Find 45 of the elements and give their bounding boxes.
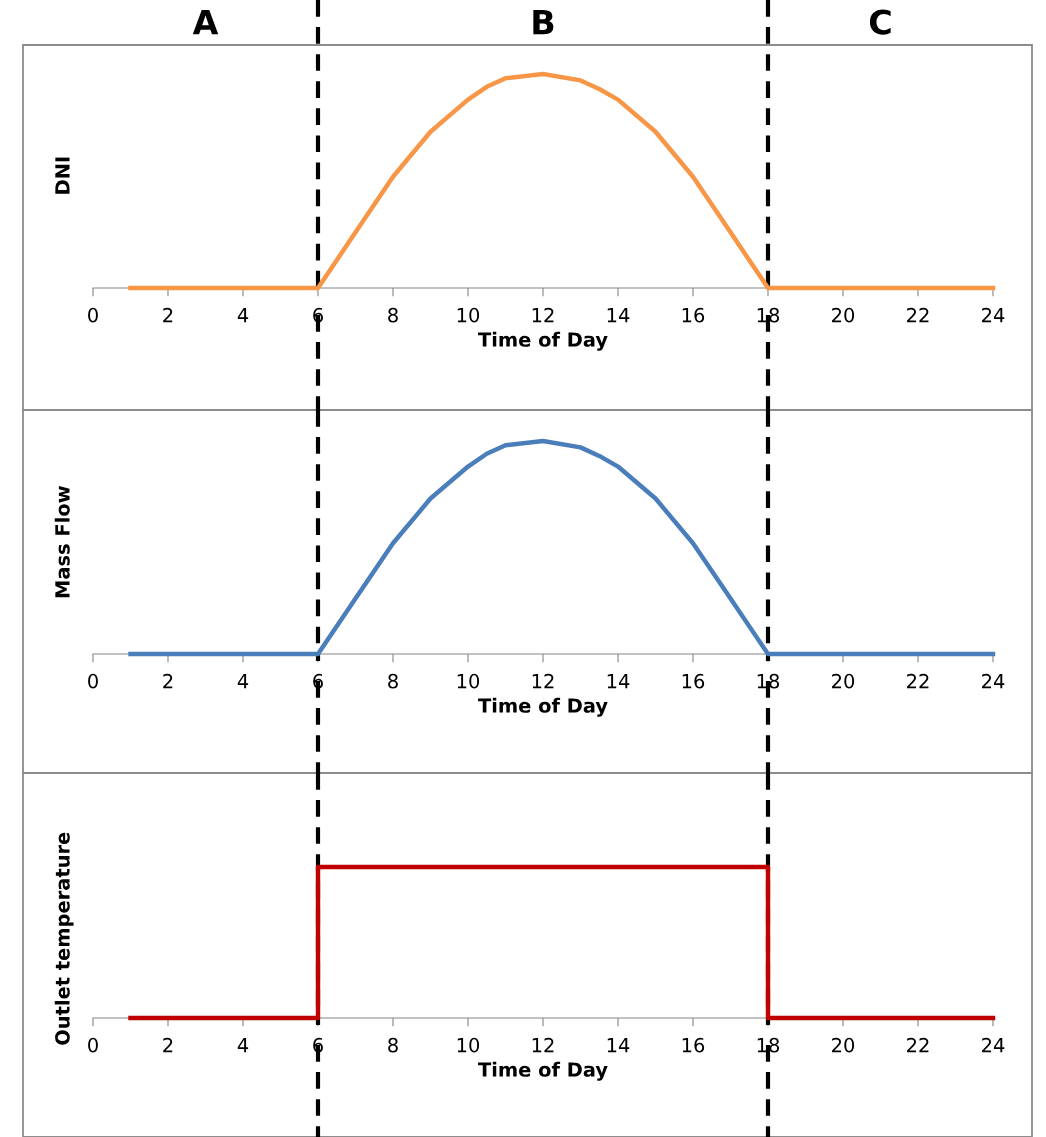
y-axis-title: DNI — [55, 157, 70, 194]
x-tick-label: 16 — [682, 1037, 705, 1053]
x-tick-label: 2 — [163, 673, 173, 689]
x-tick-label: 12 — [532, 307, 554, 323]
x-tick-label: 10 — [457, 307, 480, 323]
x-tick-label: 22 — [907, 1037, 929, 1053]
text: C — [869, 9, 891, 35]
x-tick-label: 0 — [88, 307, 98, 323]
x-tick-label: 2 — [163, 307, 173, 323]
x-tick-label: 14 — [607, 1038, 630, 1053]
x-tick-label: 4 — [237, 674, 249, 689]
x-tick-label: 10 — [457, 673, 480, 689]
x-tick-label: 4 — [237, 308, 249, 323]
x-tick-label: 24 — [982, 307, 1005, 323]
x-tick-label: 18 — [757, 307, 780, 323]
text: A — [192, 9, 219, 35]
x-tick-label: 20 — [832, 673, 855, 689]
x-tick-label: 24 — [982, 673, 1005, 689]
x-axis-title: Time of Day — [478, 1061, 608, 1081]
x-tick-label: 14 — [607, 674, 630, 689]
x-tick-label: 2 — [163, 1037, 173, 1053]
x-axis-title: Time of Day — [478, 331, 608, 351]
y-axis-title: Outlet temperature — [54, 832, 74, 1045]
x-tick-label: 22 — [907, 307, 929, 323]
y-axis-title: Mass Flow — [54, 486, 70, 598]
x-tick-label: 8 — [388, 673, 398, 689]
x-tick-label: 18 — [757, 673, 780, 689]
x-tick-label: 22 — [907, 673, 929, 689]
x-tick-label: 20 — [832, 307, 855, 323]
x-tick-label: 10 — [457, 1037, 480, 1053]
x-tick-label: 16 — [682, 673, 705, 689]
x-tick-label: 12 — [532, 1037, 554, 1053]
x-tick-label: 16 — [682, 307, 705, 323]
x-axis-title: Time of Day — [478, 697, 608, 717]
x-tick-label: 12 — [532, 673, 554, 689]
x-tick-label: 20 — [832, 1037, 855, 1053]
x-tick-label: 14 — [607, 308, 630, 323]
x-tick-label: 8 — [388, 1037, 398, 1053]
x-tick-label: 24 — [982, 1037, 1005, 1053]
x-tick-label: 0 — [88, 673, 98, 689]
x-tick-label: 18 — [757, 1037, 780, 1053]
x-tick-label: 8 — [388, 307, 398, 323]
x-tick-label: 0 — [88, 1037, 98, 1053]
text: B — [533, 9, 554, 35]
x-tick-label: 4 — [237, 1038, 249, 1053]
